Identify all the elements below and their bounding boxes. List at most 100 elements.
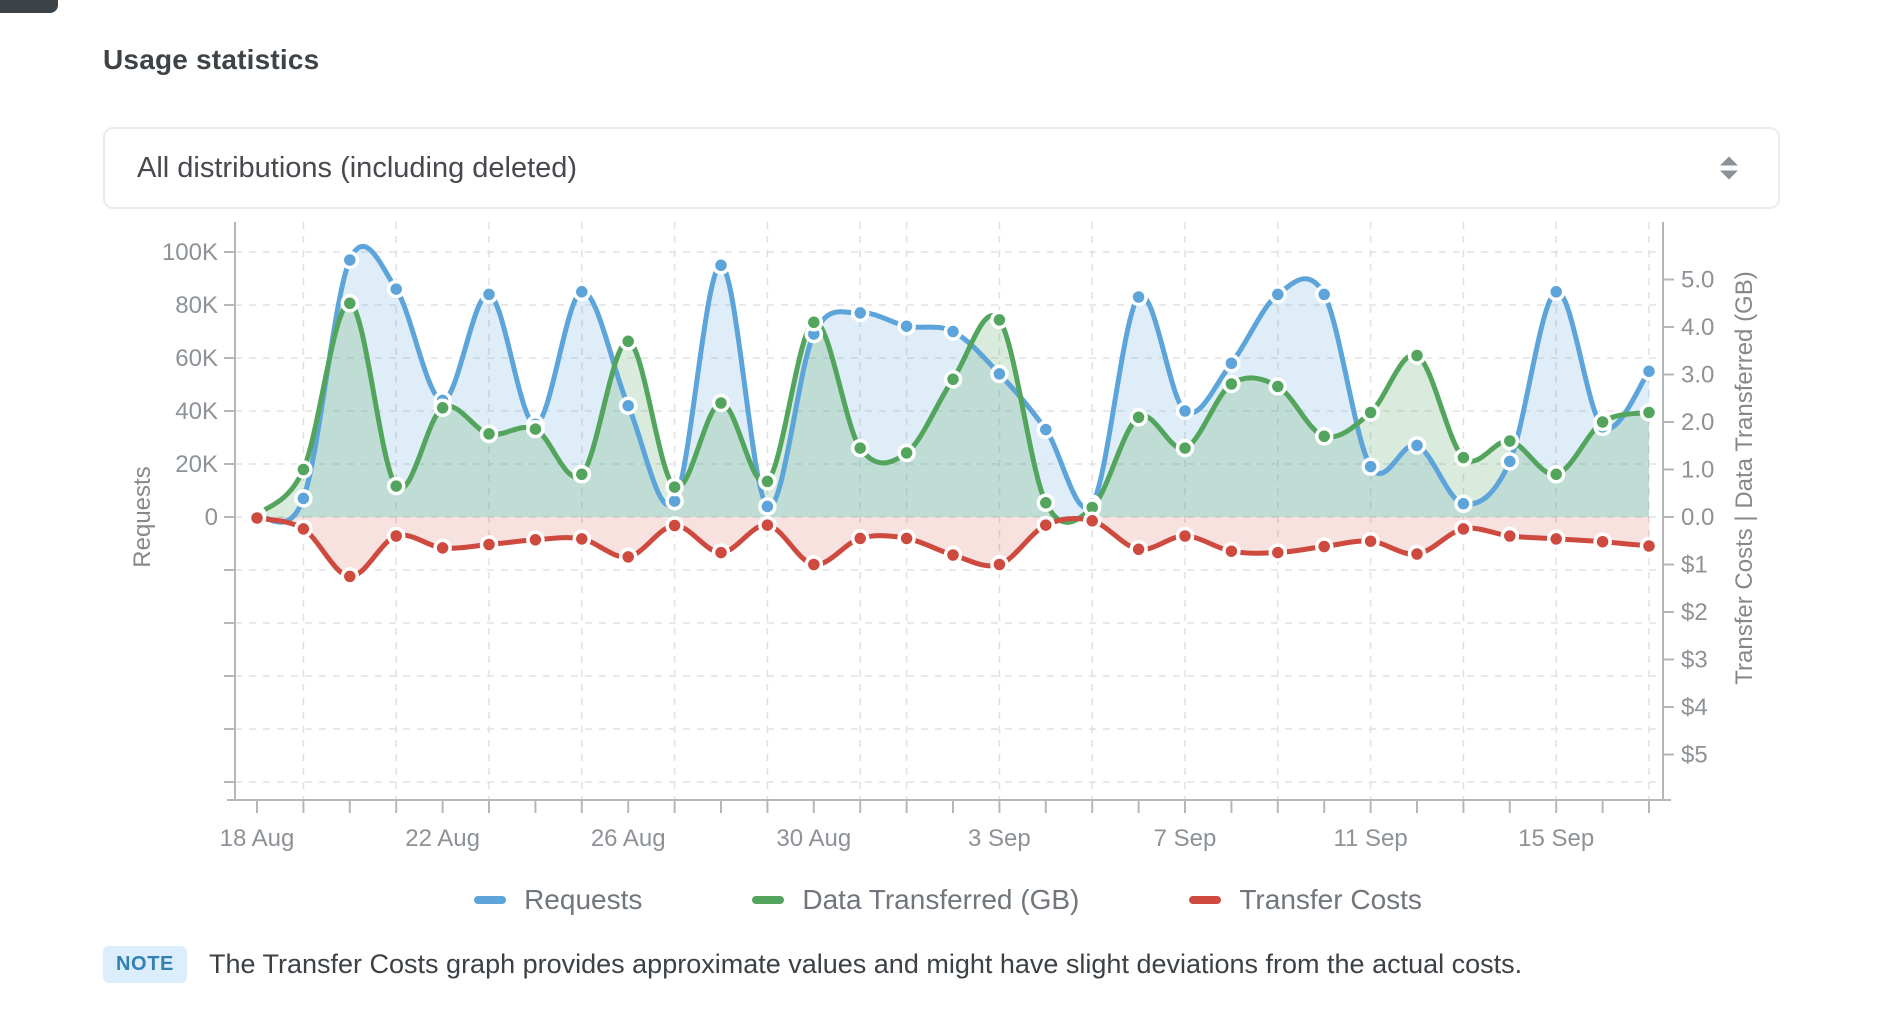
data-point[interactable] xyxy=(618,547,638,567)
data-point[interactable] xyxy=(572,529,592,549)
data-point[interactable] xyxy=(479,424,499,444)
data-point[interactable] xyxy=(1129,287,1148,307)
right-axis-tick-label: 5.0 xyxy=(1681,267,1714,294)
data-point[interactable] xyxy=(1314,537,1334,556)
data-point[interactable] xyxy=(804,313,824,332)
data-point[interactable] xyxy=(1593,412,1612,432)
data-point[interactable] xyxy=(1129,408,1148,427)
data-point[interactable] xyxy=(711,393,731,413)
data-point[interactable] xyxy=(1314,285,1334,304)
data-point[interactable] xyxy=(618,396,638,415)
data-point[interactable] xyxy=(758,497,777,516)
data-point[interactable] xyxy=(1222,541,1241,561)
data-point[interactable] xyxy=(990,364,1009,384)
data-point[interactable] xyxy=(572,282,592,302)
data-point[interactable] xyxy=(758,472,777,491)
data-point[interactable] xyxy=(711,256,731,275)
data-point[interactable] xyxy=(1500,452,1520,471)
right-axis-tick-label: 3.0 xyxy=(1681,362,1714,389)
data-point[interactable] xyxy=(1175,401,1195,421)
data-point[interactable] xyxy=(850,438,870,458)
data-point[interactable] xyxy=(1036,493,1056,513)
data-point[interactable] xyxy=(665,477,684,497)
data-point[interactable] xyxy=(479,285,499,304)
data-point[interactable] xyxy=(1639,362,1659,381)
transfer-costs-swatch-icon xyxy=(1189,896,1222,904)
data-point[interactable] xyxy=(618,332,638,351)
data-point[interactable] xyxy=(1268,285,1288,304)
data-point[interactable] xyxy=(990,555,1009,574)
data-point[interactable] xyxy=(386,476,406,496)
data-point[interactable] xyxy=(943,545,963,565)
legend-item-transfer-costs[interactable]: Transfer Costs xyxy=(1189,884,1422,916)
data-point[interactable] xyxy=(1500,431,1520,451)
data-point[interactable] xyxy=(1546,529,1566,549)
data-point[interactable] xyxy=(247,508,267,528)
data-point[interactable] xyxy=(526,419,545,439)
data-point[interactable] xyxy=(386,526,406,546)
note-badge: NOTE xyxy=(103,946,187,983)
data-point[interactable] xyxy=(1593,532,1612,551)
right-axis-tick-label: $2 xyxy=(1681,599,1708,626)
data-point[interactable] xyxy=(1639,403,1659,422)
x-axis-date-label: 26 Aug xyxy=(591,825,666,852)
data-point[interactable] xyxy=(1082,511,1102,531)
distribution-select[interactable]: All distributions (including deleted) xyxy=(103,127,1780,209)
legend-item-data-transferred[interactable]: Data Transferred (GB) xyxy=(752,884,1079,916)
data-point[interactable] xyxy=(1361,531,1380,551)
data-point[interactable] xyxy=(897,443,916,463)
data-point[interactable] xyxy=(1036,515,1056,535)
data-point[interactable] xyxy=(711,543,731,562)
data-point[interactable] xyxy=(1036,420,1056,439)
data-point[interactable] xyxy=(294,460,313,479)
data-point[interactable] xyxy=(758,515,777,535)
legend-item-requests[interactable]: Requests xyxy=(474,884,642,916)
data-point[interactable] xyxy=(943,370,963,389)
window-corner-fragment xyxy=(0,0,58,13)
chart-legend: Requests Data Transferred (GB) Transfer … xyxy=(0,884,1896,916)
x-axis-date-label: 3 Sep xyxy=(968,825,1031,852)
data-point[interactable] xyxy=(340,294,360,313)
left-axis-tick-label: 40K xyxy=(175,398,218,425)
data-point[interactable] xyxy=(340,250,360,270)
data-point[interactable] xyxy=(1129,540,1148,559)
data-point[interactable] xyxy=(1454,448,1473,467)
data-point[interactable] xyxy=(1175,526,1195,546)
data-point[interactable] xyxy=(572,465,592,484)
data-point[interactable] xyxy=(1268,543,1288,562)
data-point[interactable] xyxy=(1268,377,1288,396)
data-point[interactable] xyxy=(340,567,360,586)
data-point[interactable] xyxy=(850,529,870,548)
data-point[interactable] xyxy=(850,303,870,323)
data-point[interactable] xyxy=(943,322,963,341)
data-point[interactable] xyxy=(897,316,916,336)
data-point[interactable] xyxy=(1407,544,1427,564)
data-point[interactable] xyxy=(1361,403,1380,422)
data-point[interactable] xyxy=(294,519,313,539)
data-point[interactable] xyxy=(1500,526,1520,546)
data-point[interactable] xyxy=(1454,494,1473,514)
data-point[interactable] xyxy=(990,310,1009,330)
right-axis-tick-label: 2.0 xyxy=(1681,409,1714,436)
data-point[interactable] xyxy=(1407,436,1427,455)
data-point[interactable] xyxy=(1222,374,1241,394)
data-point[interactable] xyxy=(1314,427,1334,446)
data-point[interactable] xyxy=(1407,346,1427,365)
chart-axes: 0 20K 40K 60K 80K 100K 0.0 1.0 2.0 3.0 4.0 5.0 $1 $2 $… xyxy=(129,222,1758,852)
data-point[interactable] xyxy=(433,398,452,418)
data-point[interactable] xyxy=(294,489,313,508)
data-point[interactable] xyxy=(1639,536,1659,556)
data-point[interactable] xyxy=(665,516,684,535)
data-point[interactable] xyxy=(1546,282,1566,302)
data-point[interactable] xyxy=(897,529,916,548)
data-point[interactable] xyxy=(1222,354,1241,373)
data-point[interactable] xyxy=(1175,438,1195,458)
data-point[interactable] xyxy=(386,279,406,299)
data-point[interactable] xyxy=(804,555,824,574)
data-point[interactable] xyxy=(1361,457,1380,476)
data-point[interactable] xyxy=(479,535,499,554)
data-point[interactable] xyxy=(1454,519,1473,539)
data-point[interactable] xyxy=(526,530,545,550)
data-point[interactable] xyxy=(433,538,452,558)
data-point[interactable] xyxy=(1546,465,1566,484)
